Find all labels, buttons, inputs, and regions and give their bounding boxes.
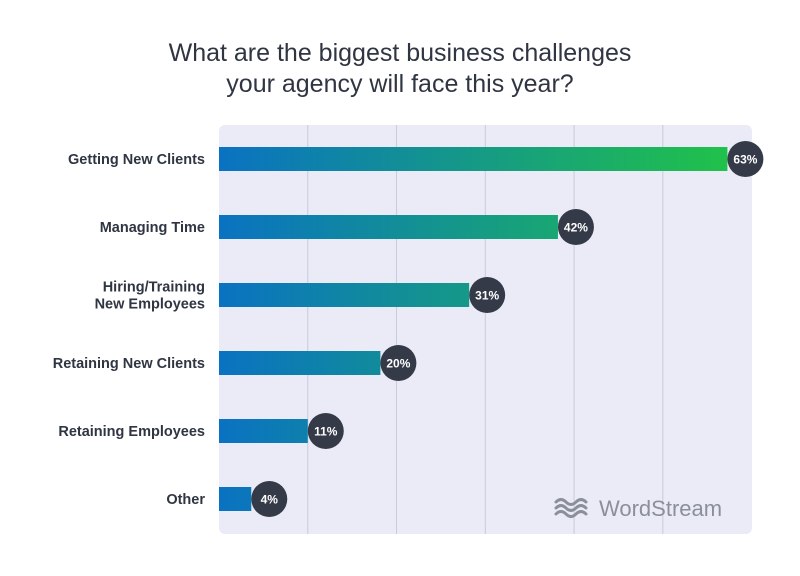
value-badges: 63% 42% 31% 20% 11% 4% — [251, 141, 764, 517]
category-label-line: Retaining New Clients — [53, 356, 205, 372]
chart-title-line-1: What are the biggest business challenges — [168, 39, 632, 67]
value-label-1: 63% — [733, 153, 757, 167]
value-badge-6 — [251, 481, 288, 517]
category-label-2: Managing Time — [100, 220, 205, 236]
brand-name: WordStream — [599, 496, 722, 521]
chart-title-line-2: your agency will face this year? — [226, 70, 574, 98]
value-badge-4 — [380, 345, 417, 381]
chart-title: What are the biggest business challenges… — [0, 38, 800, 100]
category-labels: Getting New Clients Managing Time Hiring/T… — [53, 152, 206, 508]
category-label-line: Hiring/Training — [103, 280, 205, 296]
value-label-2: 42% — [564, 221, 588, 235]
bar-5 — [219, 419, 308, 443]
bar-4 — [219, 351, 381, 375]
value-label-3: 31% — [475, 289, 499, 303]
category-label-4: Retaining New Clients — [53, 356, 205, 372]
value-badge-1 — [727, 141, 764, 177]
category-label-3: Hiring/Training New Employees — [95, 280, 205, 313]
category-label-1: Getting New Clients — [68, 152, 205, 168]
value-badge-5 — [307, 413, 344, 449]
value-label-4: 20% — [386, 357, 410, 371]
bars — [219, 147, 728, 511]
brand-logo: WordStream — [554, 496, 722, 521]
category-label-6: Other — [166, 492, 205, 508]
category-label-5: Retaining Employees — [58, 424, 205, 440]
value-label-6: 4% — [261, 493, 279, 507]
bar-3 — [219, 283, 470, 307]
wordstream-waves-icon — [554, 498, 588, 518]
value-label-5: 11% — [314, 425, 338, 439]
category-label-line: Retaining Employees — [58, 424, 205, 440]
category-label-line: Other — [166, 492, 205, 508]
category-label-line: New Employees — [95, 297, 205, 313]
bar-2 — [219, 215, 558, 239]
category-label-line: Managing Time — [100, 220, 205, 236]
value-badge-2 — [557, 209, 594, 245]
category-label-line: Getting New Clients — [68, 152, 205, 168]
bar-1 — [219, 147, 728, 171]
gridlines — [307, 125, 664, 534]
value-badge-3 — [469, 277, 506, 313]
bar-6 — [219, 487, 252, 511]
